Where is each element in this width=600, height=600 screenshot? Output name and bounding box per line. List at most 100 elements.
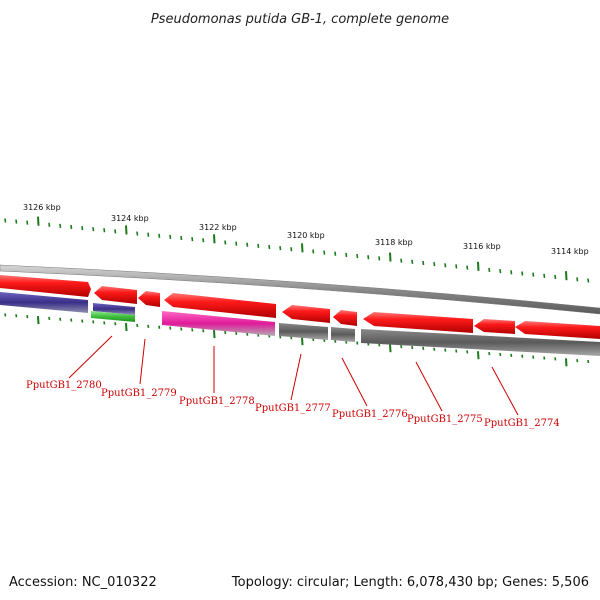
tick-label-row: 3126 kbp 3124 kbp 3122 kbp 3120 kbp 3118…	[23, 203, 589, 256]
inner-position-tick	[433, 347, 436, 351]
inner-position-tick	[136, 323, 139, 328]
position-tick	[477, 261, 480, 271]
inner-position-tick	[565, 358, 568, 367]
position-tick	[202, 238, 205, 243]
inner-position-tick	[235, 331, 238, 336]
gene-pputgb1-2778-forward[interactable]	[164, 293, 276, 318]
inner-position-tick	[59, 317, 62, 321]
position-tick	[257, 243, 260, 248]
gene-label-pputgb1-2776[interactable]: PputGB1_2776	[332, 409, 408, 420]
position-tick	[213, 234, 216, 244]
tick-label-3120: 3120 kbp	[287, 231, 325, 240]
inner-position-tick	[576, 359, 579, 363]
forward-strand-track	[0, 275, 600, 339]
inner-position-tick	[477, 351, 480, 360]
gene-label-pputgb1-2779[interactable]: PputGB1_2779	[101, 388, 177, 399]
label-leaders	[68, 335, 519, 416]
position-tick	[224, 240, 227, 245]
position-tick	[180, 235, 183, 241]
gene-reverse-gray-2[interactable]	[331, 327, 355, 342]
inner-position-tick	[169, 326, 172, 330]
inner-position-tick	[92, 320, 95, 324]
inner-position-tick	[301, 337, 304, 346]
position-tick	[114, 229, 117, 234]
inner-position-tick	[191, 328, 194, 332]
inner-position-tick	[180, 327, 183, 331]
tick-label-3124: 3124 kbp	[111, 214, 149, 223]
position-tick	[169, 234, 172, 240]
gene-label-pputgb1-2775[interactable]: PputGB1_2775	[407, 414, 483, 425]
position-tick	[48, 222, 51, 227]
position-tick	[345, 252, 348, 258]
position-tick	[378, 256, 381, 261]
inner-position-tick	[554, 357, 557, 361]
inner-position-tick	[510, 353, 513, 358]
inner-position-tick	[213, 330, 216, 339]
gene-label-pputgb1-2774[interactable]: PputGB1_2774	[484, 418, 560, 429]
position-tick	[290, 247, 293, 252]
gene-reverse-blue-2[interactable]	[93, 303, 135, 315]
position-tick	[279, 246, 282, 251]
gene-label-pputgb1-2778[interactable]: PputGB1_2778	[179, 396, 255, 407]
position-tick	[444, 263, 447, 268]
gene-reverse-gray-1[interactable]	[279, 323, 328, 340]
position-tick	[433, 262, 436, 267]
gene-label-pputgb1-2777[interactable]: PputGB1_2777	[255, 403, 331, 414]
position-tick	[455, 264, 458, 269]
gene-pputgb1-2779-forward[interactable]	[138, 291, 160, 307]
inner-position-tick	[411, 345, 414, 350]
gene-reverse-magenta[interactable]	[162, 311, 275, 336]
gene-label-pputgb1-2780[interactable]: PputGB1_2780	[26, 380, 102, 391]
inner-position-tick	[587, 359, 590, 364]
tick-label-3126: 3126 kbp	[23, 203, 61, 212]
inner-position-tick	[147, 324, 150, 328]
gene-pputgb1-2781-forward[interactable]	[0, 275, 91, 297]
position-tick	[576, 277, 579, 282]
position-tick	[499, 269, 502, 274]
inner-position-tick	[70, 318, 73, 322]
leader-pputgb1-2777	[290, 353, 302, 401]
inner-position-tick	[400, 344, 403, 349]
leader-pputgb1-2775	[415, 361, 443, 412]
gene-pputgb1-2776-forward[interactable]	[333, 310, 357, 326]
gene-pputgb1-2774b-forward[interactable]	[515, 321, 600, 339]
position-tick	[70, 224, 73, 230]
inner-position-tick	[4, 313, 7, 317]
inner-position-tick	[81, 319, 84, 323]
gene-reverse-blue-1[interactable]	[0, 292, 88, 313]
inner-position-tick	[389, 344, 392, 353]
position-tick	[15, 219, 18, 224]
position-tick	[532, 272, 535, 277]
leader-pputgb1-2780	[68, 335, 113, 379]
gene-pputgb1-2780-forward[interactable]	[94, 286, 137, 304]
leader-pputgb1-2776	[341, 357, 368, 407]
position-tick	[191, 237, 194, 242]
genome-summary-text: Topology: circular; Length: 6,078,430 bp…	[231, 575, 589, 590]
position-tick	[147, 232, 150, 237]
position-tick	[510, 270, 513, 275]
gene-pputgb1-2774a-forward[interactable]	[474, 319, 515, 334]
inner-position-tick	[499, 352, 502, 357]
accession-text: Accession: NC_010322	[9, 575, 157, 590]
position-tick	[466, 265, 469, 270]
gene-pputgb1-2777-forward[interactable]	[282, 305, 330, 323]
position-tick	[103, 228, 106, 233]
inner-position-tick	[26, 315, 29, 319]
inner-position-tick	[158, 325, 161, 329]
position-tick	[356, 253, 359, 259]
position-tick	[268, 244, 271, 250]
gene-reverse-gray-3[interactable]	[361, 329, 600, 356]
gene-pputgb1-2775-forward[interactable]	[363, 312, 473, 333]
genome-backbone	[0, 264, 600, 315]
position-tick	[235, 241, 238, 246]
position-tick	[59, 223, 62, 229]
inner-position-tick	[15, 314, 18, 318]
inner-position-tick	[532, 355, 535, 359]
inner-position-tick	[488, 351, 491, 356]
gene-reverse-green[interactable]	[91, 311, 135, 322]
position-tick	[389, 252, 392, 262]
tick-label-3122: 3122 kbp	[199, 223, 237, 232]
position-tick	[367, 255, 370, 260]
position-tick	[136, 231, 139, 236]
